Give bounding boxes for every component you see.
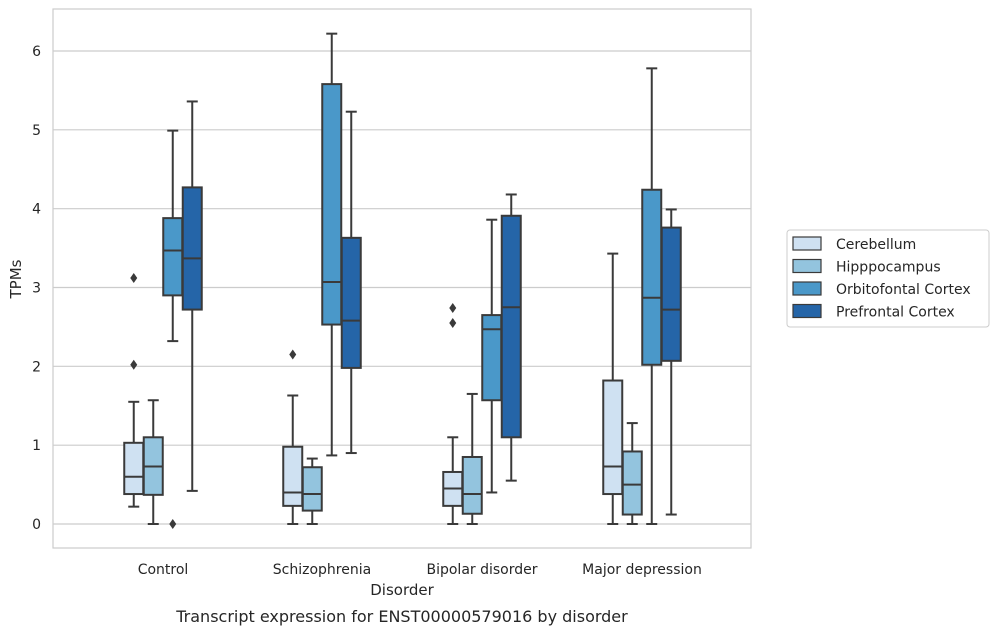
y-tick-label: 2	[32, 359, 41, 375]
box-body	[500, 214, 522, 439]
box-0-1	[142, 399, 164, 525]
legend-label: Orbitofontal Cortex	[836, 282, 971, 298]
box-0-0	[123, 273, 145, 508]
box-body	[340, 236, 362, 369]
box-3-1	[621, 422, 643, 525]
box-2-2	[481, 218, 503, 494]
legend-swatch	[792, 258, 822, 274]
legend-entry: Prefrontal Cortex	[792, 303, 955, 321]
box-2-1	[461, 392, 483, 525]
legend-entry: Orbitofontal Cortex	[792, 281, 971, 298]
box-1-1	[301, 457, 323, 525]
box-body	[481, 314, 503, 402]
plot-area-frame	[52, 8, 752, 549]
outlier-point	[449, 302, 457, 313]
box-1-3	[340, 110, 362, 455]
legend-frame	[786, 229, 990, 328]
legend-label: Hipppocampus	[836, 260, 941, 276]
box-3-2	[641, 67, 663, 525]
outlier-point	[449, 317, 457, 328]
x-tick-label: Control	[138, 562, 189, 578]
outlier-point	[169, 519, 177, 529]
y-tick-label: 3	[32, 281, 41, 297]
box-body	[301, 466, 323, 512]
y-tick-label: 6	[32, 44, 41, 60]
box-0-3	[181, 100, 203, 492]
legend-entry: Cerebellum	[792, 236, 916, 253]
y-tick-label: 1	[32, 438, 41, 454]
box-body	[321, 83, 343, 326]
box-body	[602, 379, 624, 496]
box-body	[660, 226, 682, 362]
legend-entry: Hipppocampus	[792, 258, 941, 276]
legend-swatch	[792, 303, 822, 319]
y-tick-label: 0	[32, 517, 41, 533]
legend-swatch	[792, 236, 822, 251]
box-body	[461, 455, 483, 515]
x-tick-label: Schizophrenia	[273, 562, 371, 578]
box-2-0	[442, 302, 464, 525]
y-axis-ticks: 0 1 2 3 4 5 6	[32, 44, 41, 533]
y-tick-label: 5	[32, 123, 41, 139]
box-body	[641, 188, 663, 366]
outlier-point	[289, 349, 297, 360]
outlier-point	[130, 273, 138, 284]
legend-swatch	[792, 281, 822, 296]
outlier-point	[130, 359, 138, 370]
box-3-3	[660, 208, 682, 516]
legend: Cerebellum Hipppocampus Orbitofontal Corte…	[786, 229, 990, 328]
x-axis-label: Disorder	[370, 581, 434, 599]
box-2-3	[500, 193, 522, 482]
legend-label: Cerebellum	[836, 237, 916, 253]
box-1-2	[321, 32, 343, 457]
box-0-2	[162, 129, 184, 529]
chart-caption: Transcript expression for ENST0000057901…	[175, 607, 628, 626]
y-tick-label: 4	[32, 202, 41, 218]
box-body	[162, 217, 184, 297]
box-body	[282, 445, 304, 507]
x-tick-label: Bipolar disorder	[426, 562, 537, 578]
x-tick-label: Major depression	[582, 562, 702, 578]
box-body	[123, 441, 145, 496]
box-body	[621, 450, 643, 516]
box-1-0	[282, 349, 304, 525]
legend-label: Prefrontal Cortex	[836, 305, 955, 321]
x-axis-ticks: Control Schizophrenia Bipolar disorder Majo…	[138, 562, 702, 578]
box-body	[181, 186, 203, 311]
boxes	[123, 32, 682, 529]
box-3-0	[602, 252, 624, 525]
y-axis-label: TPMs	[7, 259, 25, 299]
